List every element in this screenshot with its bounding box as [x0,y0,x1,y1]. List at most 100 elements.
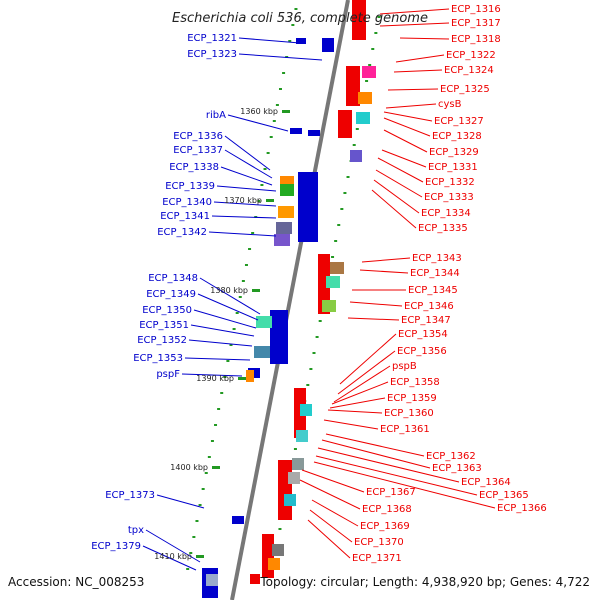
gene-label-right: ECP_1324 [444,65,494,76]
callout-line-right [373,179,420,214]
accession-text: Accession: NC_008253 [8,575,144,589]
gene-label-left: ECP_1337 [173,145,223,156]
guide-dot-right [374,32,378,34]
callout-layer [142,8,496,571]
gene-label-right: ECP_1331 [428,162,478,173]
callout-line-right [395,54,445,63]
callout-line-left [211,215,277,219]
left-gene-arrow [270,310,288,364]
gene-label-right: ECP_1343 [412,253,462,264]
left-gene-arrow [290,128,302,134]
callout-line-right [383,117,431,137]
callout-line-right [331,381,389,405]
callout-line-right [321,439,431,469]
gene-label-left: ECP_1352 [137,335,187,346]
tick-label: 1360 kbp [240,107,278,116]
callout-line-left [238,37,301,44]
guide-dot-right [352,144,356,146]
gene-label-right: pspB [392,361,417,372]
gene-label-right: ECP_1346 [404,301,454,312]
guide-dot-left [272,120,276,122]
right-gene-arrow [352,0,366,40]
callout-line-left [208,231,277,237]
guide-dot-left [204,472,208,474]
gene-label-right: ECP_1333 [424,192,474,203]
gene-label-right: ECP_1370 [354,537,404,548]
callout-line-right [327,409,383,414]
guide-dot-left [251,232,255,234]
right-gene-arrow [278,460,292,520]
gene-label-left: ECP_1353 [133,353,183,364]
guide-dot-left [248,248,252,250]
map-title: Escherichia coli 536, complete genome [172,11,428,26]
backbone-layer [186,0,381,600]
gene-label-left: ECP_1373 [105,490,155,501]
callout-line-left [193,309,257,329]
gene-label-right: ECP_1358 [390,377,440,388]
right-gene-arrow [346,66,360,106]
guide-dot-left [278,88,282,90]
gene-label-left: ECP_1323 [187,49,237,60]
callout-line-right [339,333,397,385]
callout-line-left [216,185,277,192]
callout-line-right [337,350,396,395]
callout-line-right [311,499,359,527]
gene-label-right: ECP_1366 [497,503,547,514]
callout-line-right [393,69,443,73]
right-gene-arrow [318,254,330,314]
gene-label-left: ECP_1339 [165,181,215,192]
gene-label-right: ECP_1318 [451,34,501,45]
guide-dot-left [210,440,214,442]
gene-label-right: ECP_1344 [410,268,460,279]
left-gene-arrow [298,172,318,242]
callout-line-left [184,357,251,361]
callout-line-left [213,201,277,207]
guide-dot-left [238,296,242,298]
guide-dot-left [257,200,261,202]
gene-label-left: pspF [156,369,180,380]
guide-dot-left [244,264,248,266]
callout-line-right [309,509,353,543]
gene-label-right: ECP_1328 [432,131,482,142]
tick-label: 1380 kbp [210,286,248,295]
callout-line-left [188,339,253,347]
right-gene-arrow [250,574,260,584]
right-gene-band [350,150,362,162]
gene-label-left: ECP_1338 [169,162,219,173]
callout-line-right [361,257,411,263]
guide-dot-left [217,408,221,410]
callout-line-left [197,293,259,321]
left-gene-band [280,184,294,196]
callout-line-right [387,88,439,91]
gene-label-right: ECP_1361 [380,424,430,435]
callout-line-right [299,479,361,510]
gene-label-left: ECP_1351 [139,320,189,331]
callout-line-left [145,529,201,563]
gene-label-left: ECP_1321 [187,33,237,44]
callout-line-left [190,324,255,337]
callout-line-right [349,301,403,307]
tick-mark [238,377,246,380]
guide-dot-left [266,152,270,154]
right-gene-band [268,558,280,570]
gene-label-right: ECP_1354 [398,329,448,340]
callout-line-right [317,447,460,483]
gene-label-left: ribA [206,110,226,121]
gene-label-right: ECP_1347 [401,315,451,326]
gene-label-right: ECP_1364 [461,477,511,488]
left-gene-band [256,316,272,328]
guide-dot-left [282,72,286,74]
gene-label-left: ECP_1336 [173,131,223,142]
guide-dot-right [343,192,347,194]
right-gene-band [326,276,340,288]
gene-label-left: ECP_1379 [91,541,141,552]
guide-dot-left [269,136,273,138]
callout-line-right [379,22,450,27]
tick-label: 1400 kbp [170,463,208,472]
guide-dot-right [334,240,338,242]
callout-line-left [199,277,261,315]
left-gene-band [274,234,290,246]
callout-line-left [220,166,273,186]
guide-dot-left [294,8,298,10]
right-gene-band [284,494,296,506]
